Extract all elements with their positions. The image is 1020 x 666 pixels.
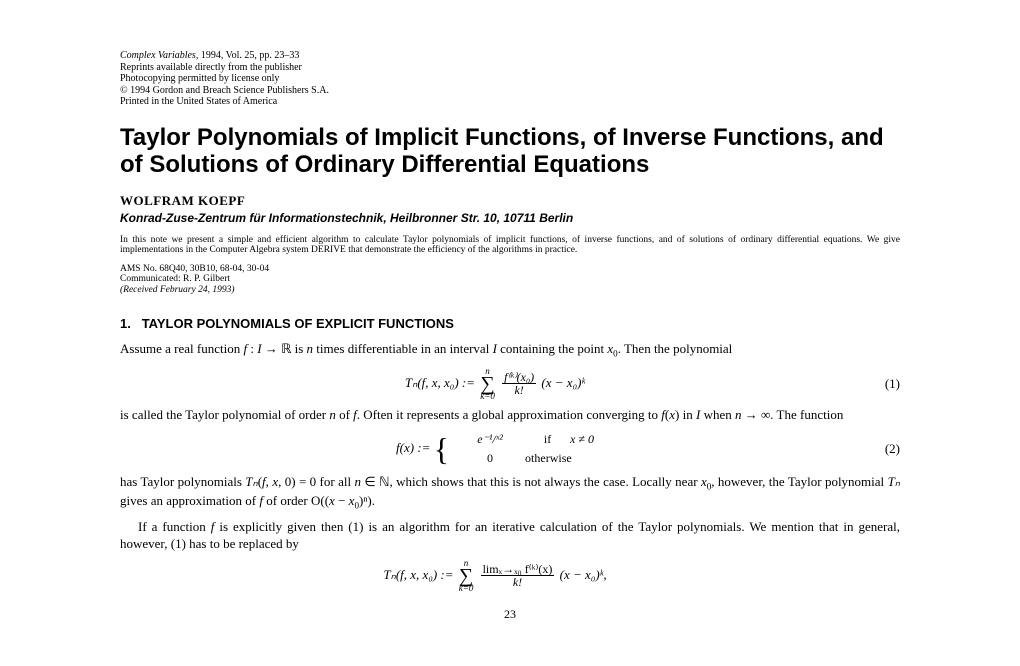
abstract: In this note we present a simple and eff…: [120, 235, 900, 256]
header-line-2: Reprints available directly from the pub…: [120, 62, 900, 74]
equation-1: Tₙ(f, x, x₀) := n ∑ k=0 f⁽ᵏ⁾(x₀) k! (x −…: [120, 367, 900, 401]
paragraph-4: If a function f is explicitly given then…: [120, 519, 900, 553]
equation-2: f(x) := { e⁻¹/ˣ²ifx ≠ 0 0otherwise (2): [120, 430, 900, 468]
paper-page: Complex Variables, 1994, Vol. 25, pp. 23…: [0, 0, 1020, 642]
section-heading: 1. TAYLOR POLYNOMIALS OF EXPLICIT FUNCTI…: [120, 316, 900, 331]
paragraph-3: has Taylor polynomials Tₙ(f, x, 0) = 0 f…: [120, 474, 900, 513]
section-number: 1.: [120, 316, 131, 331]
equation-number-2: (2): [870, 441, 900, 457]
header-line-5: Printed in the United States of America: [120, 96, 900, 108]
journal-header: Complex Variables, 1994, Vol. 25, pp. 23…: [120, 50, 900, 108]
equation-number-1: (1): [870, 376, 900, 392]
paragraph-2: is called the Taylor polynomial of order…: [120, 407, 900, 424]
header-line-1: Complex Variables, 1994, Vol. 25, pp. 23…: [120, 50, 900, 62]
header-line-4: © 1994 Gordon and Breach Science Publish…: [120, 85, 900, 97]
author-name: WOLFRAM KOEPF: [120, 193, 900, 209]
received-date: (Received February 24, 1993): [120, 285, 900, 296]
paragraph-1: Assume a real function f : I → ℝ is n ti…: [120, 341, 900, 360]
author-affiliation: Konrad-Zuse-Zentrum für Informationstech…: [120, 211, 900, 225]
paper-meta: AMS No. 68Q40, 30B10, 68-04, 30-04 Commu…: [120, 264, 900, 297]
equation-3: Tₙ(f, x, x₀) := n ∑ k=0 limₓ→ₓ₀ f⁽ᵏ⁾(x) …: [120, 559, 900, 593]
page-number: 23: [120, 607, 900, 622]
section-title: TAYLOR POLYNOMIALS OF EXPLICIT FUNCTIONS: [142, 316, 454, 331]
ams-classification: AMS No. 68Q40, 30B10, 68-04, 30-04: [120, 264, 900, 275]
header-line-3: Photocopying permitted by license only: [120, 73, 900, 85]
paper-title: Taylor Polynomials of Implicit Functions…: [120, 124, 900, 179]
communicated-by: Communicated: R. P. Gilbert: [120, 274, 900, 285]
